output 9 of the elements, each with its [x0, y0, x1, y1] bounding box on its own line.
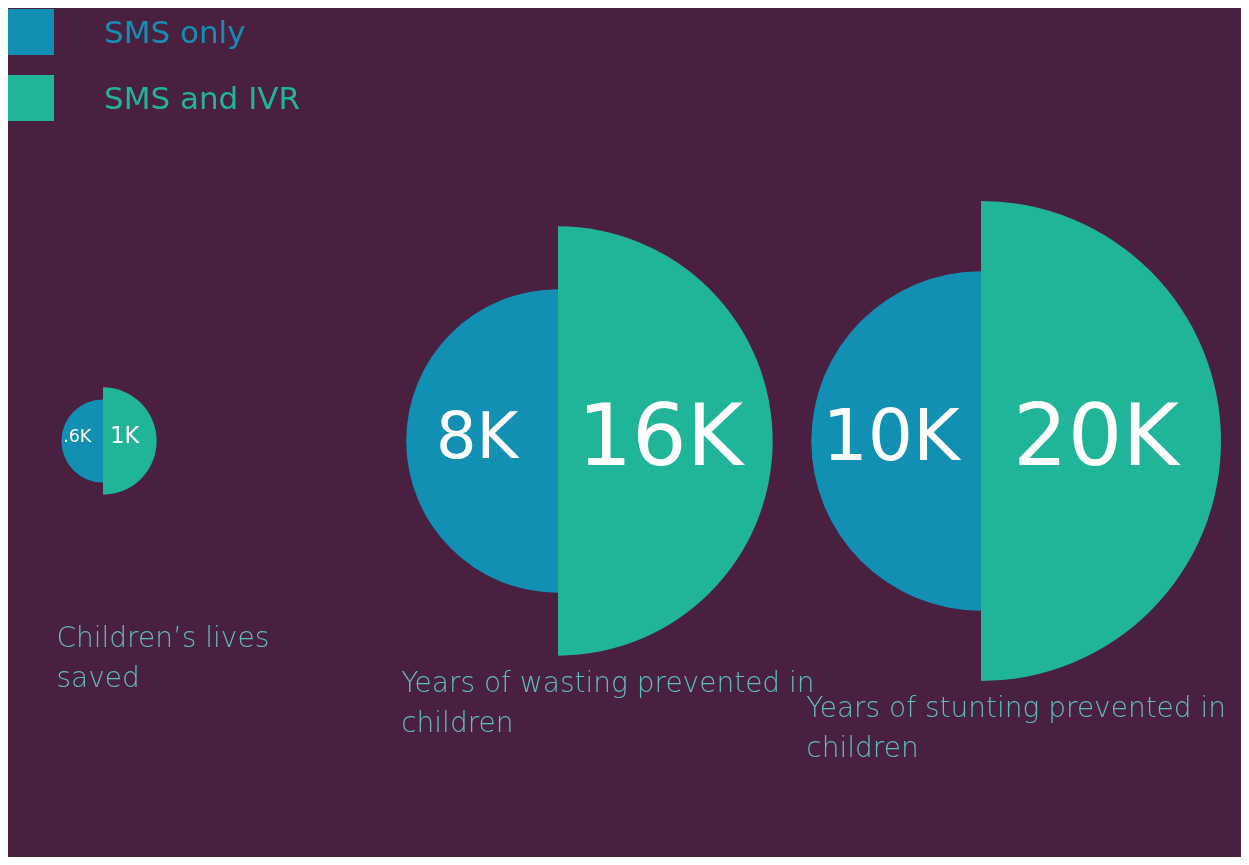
data-label: 16K: [576, 384, 746, 488]
data-label: 8K: [434, 397, 521, 475]
data-label: 10K: [821, 393, 962, 479]
category-label: Children’s lives saved: [56, 620, 271, 696]
data-label: .6K: [62, 425, 93, 447]
legend-label: SMS only: [104, 14, 246, 50]
legend-label: SMS and IVR: [104, 80, 301, 116]
data-label: 20K: [1012, 384, 1182, 488]
data-label: 1K: [109, 422, 141, 450]
